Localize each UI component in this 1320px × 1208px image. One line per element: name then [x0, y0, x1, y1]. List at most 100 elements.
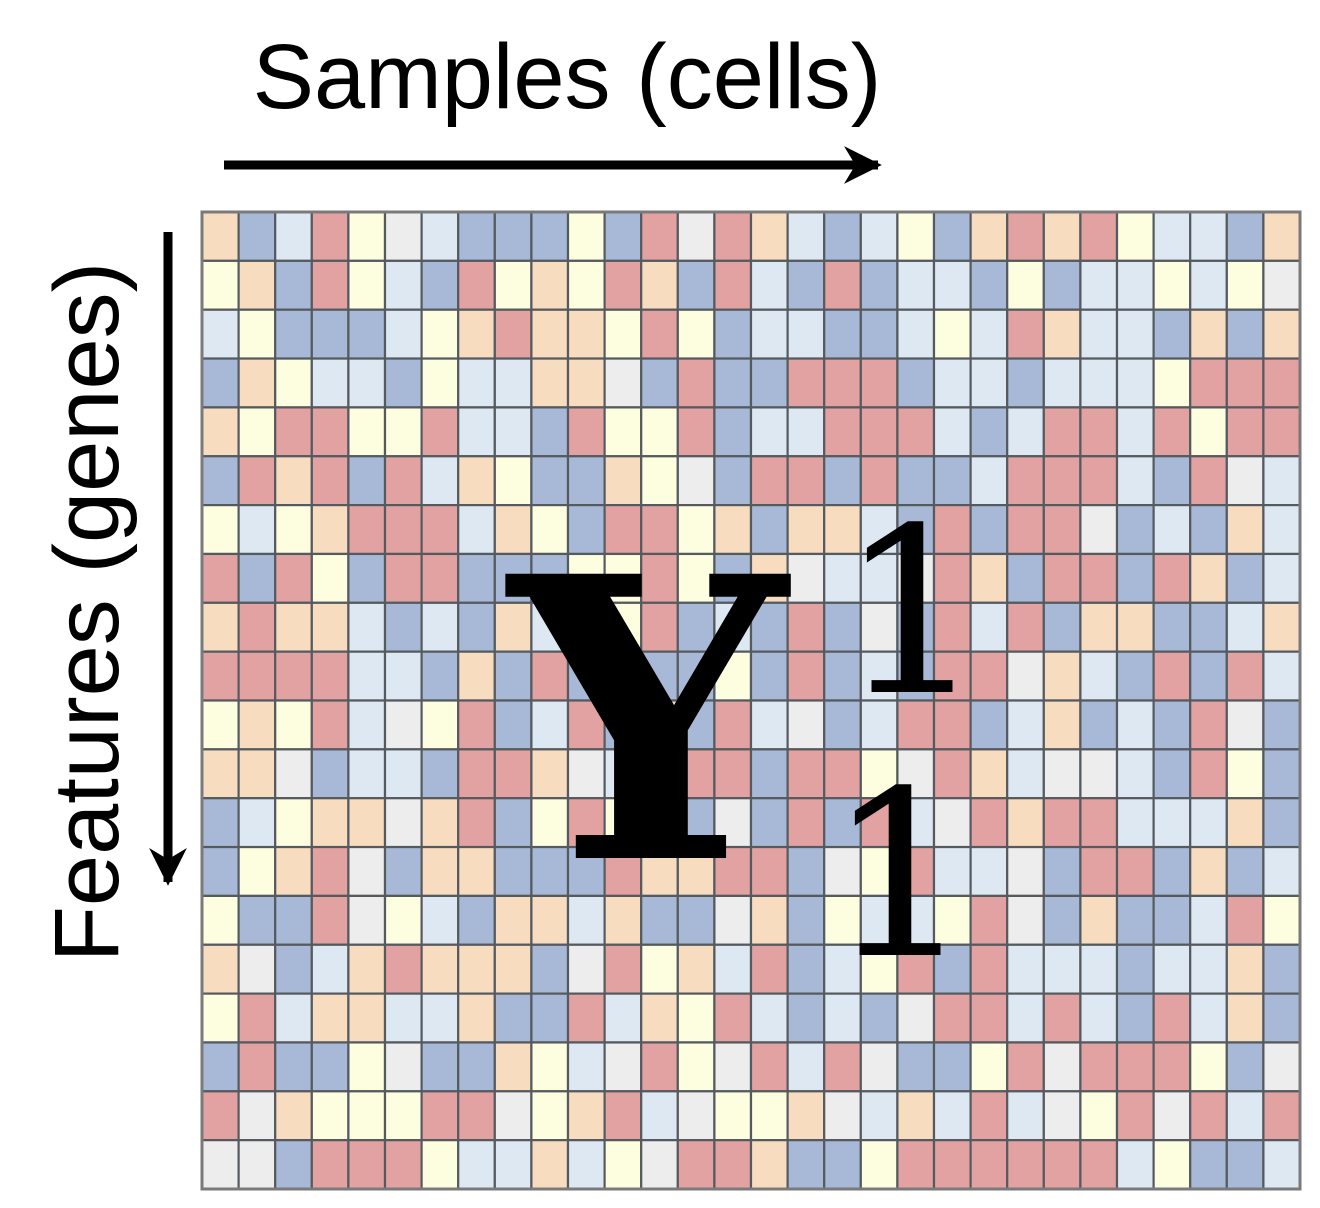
matrix-cell — [969, 1041, 1009, 1093]
matrix-cell — [457, 845, 496, 897]
y-axis-label: Features (genes) — [36, 262, 138, 963]
matrix-cell — [1115, 894, 1155, 946]
matrix-cell — [1225, 845, 1265, 897]
matrix-cell — [1079, 601, 1119, 653]
matrix-cell — [786, 797, 826, 849]
matrix-cell — [676, 1090, 716, 1142]
matrix-cell — [1006, 601, 1045, 653]
matrix-cell — [932, 1139, 972, 1191]
matrix-cell — [1225, 357, 1265, 409]
matrix-cell — [603, 308, 643, 360]
matrix-cell — [1152, 845, 1192, 897]
matrix-cell — [713, 1139, 753, 1191]
matrix-cell — [1225, 455, 1265, 507]
matrix-cell — [1042, 894, 1082, 946]
matrix-cell — [383, 748, 423, 800]
matrix-cell — [932, 1041, 972, 1093]
matrix-cell — [786, 504, 826, 556]
matrix-cell — [969, 943, 1009, 995]
matrix-cell — [530, 1090, 570, 1142]
matrix-cell — [1115, 210, 1155, 262]
matrix-cell — [457, 259, 496, 311]
matrix-cell — [823, 308, 862, 360]
matrix-cell — [932, 504, 972, 556]
matrix-cell — [749, 1041, 789, 1093]
matrix-cell — [1262, 357, 1302, 409]
matrix-cell — [310, 1139, 350, 1191]
matrix-cell — [969, 797, 1009, 849]
matrix-cell — [566, 308, 606, 360]
matrix-cell — [1079, 992, 1119, 1044]
matrix-cell — [493, 797, 533, 849]
matrix-cell — [1042, 699, 1082, 751]
matrix-cell — [786, 748, 826, 800]
matrix-cell — [566, 992, 606, 1044]
matrix-cell — [859, 1041, 899, 1093]
matrix-cell — [640, 504, 679, 556]
matrix-cell — [493, 1090, 533, 1142]
matrix-cell — [713, 797, 753, 849]
matrix-cell — [1006, 1041, 1045, 1093]
matrix-cell — [640, 943, 679, 995]
matrix-cell — [1115, 1139, 1155, 1191]
matrix-cell — [493, 1041, 533, 1093]
matrix-cell — [274, 406, 313, 458]
matrix-cell — [676, 1041, 716, 1093]
matrix-cell — [1079, 650, 1119, 702]
matrix-cell — [1262, 699, 1302, 751]
matrix-cell — [457, 894, 496, 946]
matrix-cell — [1115, 601, 1155, 653]
matrix-cell — [969, 894, 1009, 946]
matrix-cell — [640, 259, 679, 311]
matrix-cell — [896, 1090, 936, 1142]
matrix-cell — [1152, 1139, 1192, 1191]
matrix-cell — [237, 308, 277, 360]
matrix-cell — [310, 943, 350, 995]
matrix-cell — [310, 308, 350, 360]
matrix-cell — [1189, 748, 1228, 800]
matrix-cell — [493, 455, 533, 507]
matrix-cell — [1042, 845, 1082, 897]
matrix-cell — [1006, 1139, 1045, 1191]
matrix-cell — [713, 406, 753, 458]
matrix-cell — [530, 357, 570, 409]
matrix-cell — [310, 992, 350, 1044]
matrix-cell — [457, 455, 496, 507]
matrix-cell — [603, 259, 643, 311]
matrix-cell — [237, 259, 277, 311]
matrix-cell — [237, 943, 277, 995]
matrix-cell — [969, 1139, 1009, 1191]
matrix-cell — [200, 455, 240, 507]
matrix-cell — [383, 601, 423, 653]
matrix-cell — [1115, 1090, 1155, 1142]
matrix-cell — [713, 308, 753, 360]
matrix-cell — [566, 1041, 606, 1093]
matrix-cell — [1189, 845, 1228, 897]
matrix-cell — [347, 943, 387, 995]
matrix-cell — [1152, 455, 1192, 507]
matrix-cell — [347, 308, 387, 360]
matrix-cell — [1042, 1090, 1082, 1142]
matrix-cell — [1115, 992, 1155, 1044]
matrix-cell — [713, 699, 753, 751]
matrix-cell — [200, 259, 240, 311]
matrix-cell — [1042, 210, 1082, 262]
matrix-cell — [786, 308, 826, 360]
matrix-cell — [347, 504, 387, 556]
matrix-cell — [200, 845, 240, 897]
matrix-cell — [200, 992, 240, 1044]
matrix-cell — [1189, 504, 1228, 556]
matrix-cell — [200, 943, 240, 995]
matrix-cell — [420, 699, 460, 751]
matrix-cell — [237, 797, 277, 849]
matrix-cell — [932, 357, 972, 409]
matrix-cell — [786, 601, 826, 653]
matrix-cell — [859, 357, 899, 409]
matrix-cell — [896, 1041, 936, 1093]
matrix-cell — [1152, 406, 1192, 458]
matrix-cell — [1079, 748, 1119, 800]
matrix-cell — [420, 210, 460, 262]
matrix-cell — [530, 601, 570, 653]
matrix-cell — [457, 1139, 496, 1191]
